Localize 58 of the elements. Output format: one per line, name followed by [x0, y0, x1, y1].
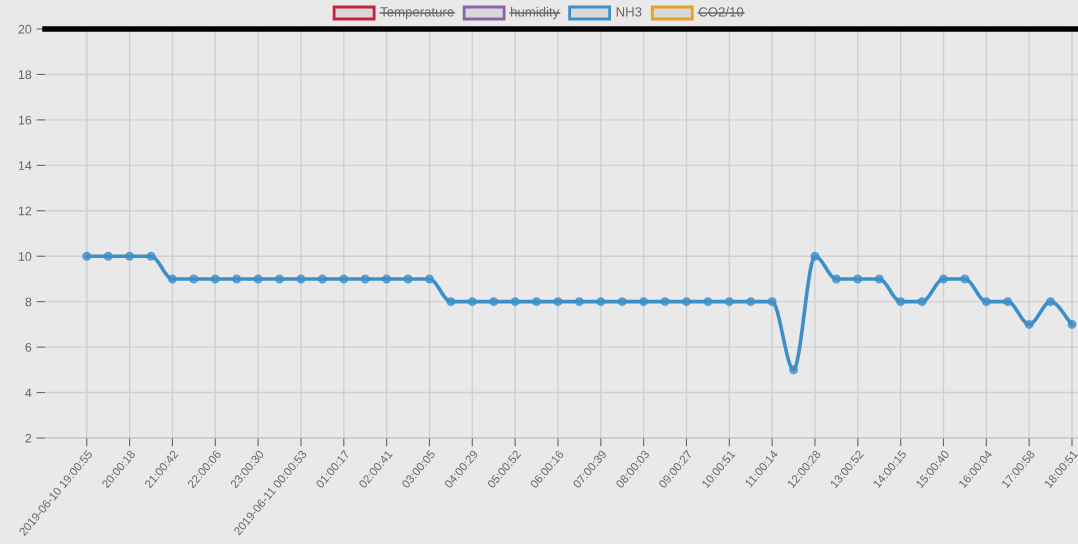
- point: [746, 297, 756, 307]
- y-tick-label: 18: [18, 70, 32, 80]
- point: [275, 274, 285, 284]
- point: [296, 274, 306, 284]
- y-tick-label: 16: [18, 115, 32, 125]
- point: [1046, 297, 1056, 307]
- point: [574, 297, 584, 307]
- point: [1003, 297, 1013, 307]
- point: [360, 274, 370, 284]
- point: [596, 297, 606, 307]
- point: [167, 274, 177, 284]
- point: [232, 274, 242, 284]
- point: [489, 297, 499, 307]
- point: [510, 297, 520, 307]
- point: [125, 251, 135, 261]
- point: [724, 297, 734, 307]
- y-tick-label: 14: [18, 161, 32, 170]
- point: [703, 297, 713, 307]
- point: [553, 297, 563, 307]
- point: [253, 274, 263, 284]
- point: [960, 274, 970, 284]
- point: [853, 274, 863, 284]
- point: [339, 274, 349, 284]
- point: [896, 297, 906, 307]
- y-tick-label: 2: [25, 433, 32, 443]
- point: [446, 297, 456, 307]
- point: [1067, 319, 1077, 329]
- y-tick-label: 20: [18, 24, 32, 34]
- legend-label: NH3: [616, 7, 642, 17]
- y-tick-label: 10: [18, 252, 32, 261]
- point: [146, 251, 156, 261]
- point: [917, 297, 927, 307]
- point: [467, 297, 477, 307]
- point: [767, 297, 777, 307]
- point: [403, 274, 413, 284]
- point: [382, 274, 392, 284]
- point: [874, 274, 884, 284]
- point: [82, 251, 92, 261]
- point: [189, 274, 199, 284]
- point: [981, 297, 991, 307]
- point: [831, 274, 841, 284]
- y-tick-label: 4: [25, 388, 32, 398]
- point: [681, 297, 691, 307]
- point: [1024, 319, 1034, 329]
- point: [317, 274, 327, 284]
- point: [210, 274, 220, 284]
- y-tick-label: 6: [25, 342, 32, 352]
- point: [103, 251, 113, 261]
- point: [938, 274, 949, 284]
- point: [617, 297, 627, 307]
- point: [424, 274, 434, 284]
- point: [789, 365, 799, 375]
- y-tick-label: 8: [25, 297, 32, 307]
- y-tick-label: 12: [18, 206, 32, 216]
- point: [660, 297, 670, 307]
- point: [639, 297, 649, 307]
- point: [532, 297, 542, 307]
- point: [810, 251, 820, 261]
